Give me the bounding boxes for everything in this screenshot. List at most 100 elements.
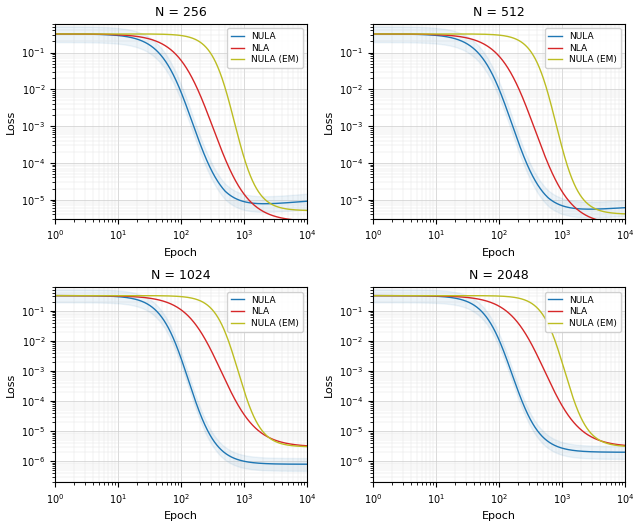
NULA (EM) [51, 31, 59, 37]
NULA (EM) [51, 292, 59, 299]
NULA (EM) [413, 31, 420, 37]
NLA [413, 292, 420, 299]
NULA (EM) [466, 31, 474, 37]
Line: NLA: NLA [373, 296, 625, 445]
NULA (EM) [148, 292, 156, 299]
NLA [466, 35, 474, 42]
Line: NLA: NLA [373, 34, 625, 224]
NULA [95, 292, 102, 299]
NULA [466, 299, 474, 306]
NULA [303, 198, 311, 204]
NULA [477, 307, 484, 314]
NULA [260, 201, 268, 207]
NULA [413, 292, 420, 299]
Y-axis label: Loss: Loss [6, 373, 15, 397]
NULA (EM) [95, 292, 102, 299]
NULA [80, 31, 88, 37]
NULA (EM) [398, 292, 406, 299]
NLA [369, 292, 377, 299]
NULA [299, 199, 307, 205]
Line: NULA (EM): NULA (EM) [55, 34, 307, 210]
NULA (EM) [589, 432, 597, 438]
NULA (EM) [303, 207, 311, 213]
NLA [159, 41, 166, 47]
Y-axis label: Loss: Loss [323, 373, 333, 397]
NULA [466, 42, 474, 48]
NULA [80, 292, 88, 299]
NULA [51, 292, 59, 299]
NULA (EM) [159, 31, 166, 37]
X-axis label: Epoch: Epoch [164, 248, 198, 258]
NULA (EM) [369, 31, 377, 37]
NLA [80, 31, 88, 37]
NULA [586, 206, 593, 212]
NLA [51, 292, 59, 299]
NULA [621, 449, 629, 455]
Legend: NULA, NLA, NULA (EM): NULA, NLA, NULA (EM) [545, 292, 621, 331]
Legend: NULA, NLA, NULA (EM): NULA, NLA, NULA (EM) [227, 28, 303, 68]
NULA (EM) [271, 203, 279, 209]
NULA (EM) [589, 204, 597, 211]
NULA [148, 304, 156, 310]
NULA [413, 31, 420, 37]
NLA [95, 292, 102, 299]
Line: NULA: NULA [373, 296, 625, 452]
NULA [51, 31, 59, 37]
NULA [159, 315, 166, 321]
NLA [413, 31, 420, 37]
Line: NULA (EM): NULA (EM) [373, 34, 625, 214]
NULA [271, 461, 279, 467]
NULA [477, 53, 484, 59]
Line: NLA: NLA [55, 34, 307, 221]
Title: N = 1024: N = 1024 [151, 269, 211, 282]
Title: N = 512: N = 512 [473, 6, 525, 18]
NULA (EM) [616, 210, 624, 217]
NLA [616, 442, 624, 448]
NULA (EM) [303, 443, 311, 450]
NULA (EM) [413, 292, 420, 299]
NULA (EM) [616, 443, 624, 449]
NULA [298, 461, 306, 467]
X-axis label: Epoch: Epoch [164, 511, 198, 521]
NULA (EM) [80, 31, 88, 37]
NULA [95, 31, 102, 37]
Title: N = 2048: N = 2048 [469, 269, 529, 282]
Line: NULA: NULA [55, 296, 307, 464]
NULA (EM) [466, 292, 474, 299]
NLA [477, 296, 484, 302]
NLA [616, 221, 624, 227]
NULA [159, 54, 166, 61]
NLA [95, 31, 102, 37]
NLA [159, 298, 166, 304]
NULA (EM) [477, 31, 484, 37]
NULA [303, 461, 311, 467]
NLA [398, 292, 406, 299]
NLA [271, 437, 279, 443]
NULA (EM) [369, 292, 377, 299]
Legend: NULA, NLA, NULA (EM): NULA, NLA, NULA (EM) [545, 28, 621, 68]
NULA (EM) [621, 443, 629, 450]
Title: N = 256: N = 256 [156, 6, 207, 18]
NULA [271, 200, 279, 207]
Y-axis label: Loss: Loss [323, 109, 333, 133]
NULA (EM) [271, 438, 279, 445]
Line: NLA: NLA [55, 296, 307, 446]
NLA [303, 218, 311, 224]
NULA (EM) [148, 31, 156, 37]
NLA [148, 36, 156, 43]
NLA [477, 39, 484, 45]
NULA [398, 292, 406, 299]
Line: NULA: NULA [55, 34, 307, 204]
NLA [369, 31, 377, 37]
NULA (EM) [621, 211, 629, 217]
NULA (EM) [398, 31, 406, 37]
NULA (EM) [298, 207, 306, 213]
NLA [621, 221, 629, 227]
NULA [148, 43, 156, 50]
NLA [298, 218, 306, 224]
NLA [303, 443, 311, 449]
NULA [616, 449, 624, 455]
NULA [621, 204, 629, 211]
NULA (EM) [298, 443, 306, 450]
NLA [589, 435, 597, 441]
